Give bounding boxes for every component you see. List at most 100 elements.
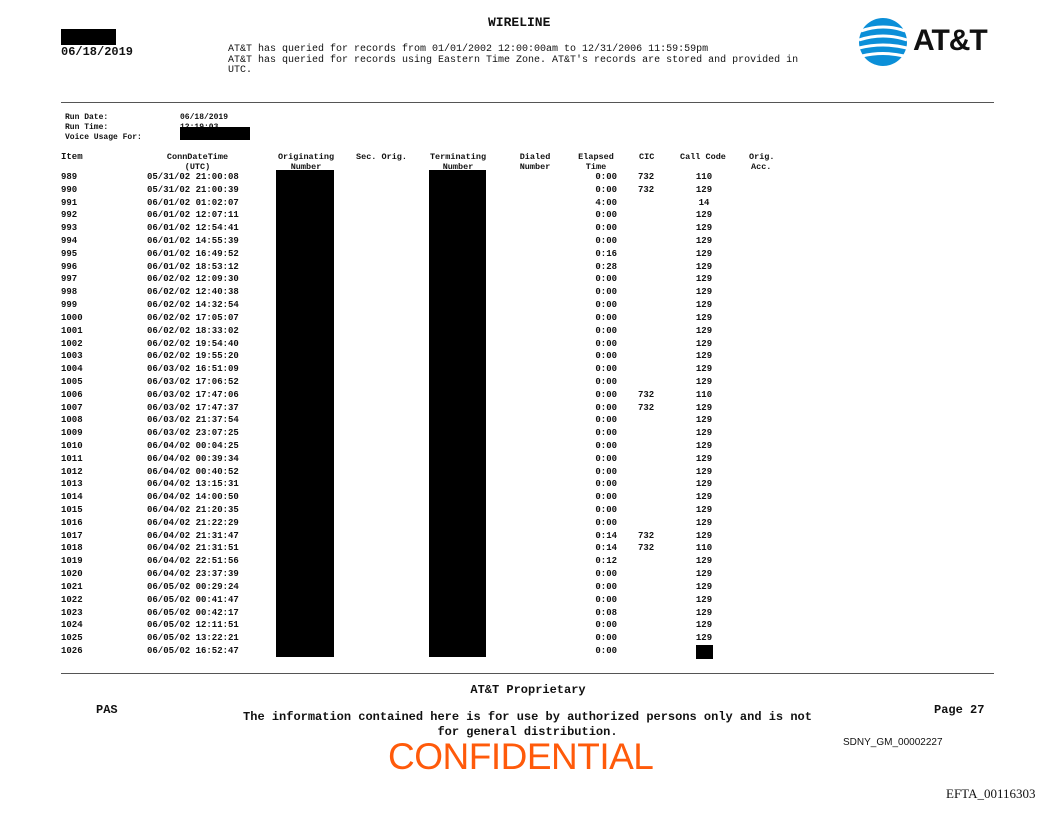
col-originating: Originating Number: [270, 152, 342, 172]
row-item: 1020: [61, 569, 83, 580]
row-item: 1021: [61, 581, 83, 592]
row-elapsed-time: 0:00: [595, 517, 617, 528]
row-call-code: 129: [695, 223, 713, 234]
row-call-code: 129: [695, 505, 713, 516]
row-conn-datetime: 06/01/02 01:02:07: [147, 197, 239, 208]
row-elapsed-time: 0:00: [595, 236, 617, 247]
efta-bates-number: EFTA_00116303: [946, 786, 1036, 801]
col-label: (UTC): [184, 162, 211, 172]
col-terminating: Terminating Number: [422, 152, 494, 172]
header-divider: [61, 102, 994, 103]
row-elapsed-time: 0:00: [595, 492, 617, 503]
row-call-code: 129: [695, 581, 713, 592]
row-call-code: 129: [695, 210, 713, 221]
row-cic: 732: [638, 530, 655, 541]
row-cic: 732: [638, 402, 655, 413]
row-item: 999: [61, 300, 78, 311]
row-item: 1024: [61, 620, 83, 631]
footer-divider: [61, 673, 994, 674]
row-call-code: 110: [695, 543, 713, 554]
row-item: 1015: [61, 505, 83, 516]
row-call-code: 129: [695, 415, 713, 426]
row-elapsed-time: 0:00: [595, 581, 617, 592]
row-item: 1026: [61, 645, 83, 656]
col-label: Number: [519, 162, 551, 172]
row-conn-datetime: 06/04/02 00:40:52: [147, 466, 239, 477]
row-elapsed-time: 0:00: [595, 415, 617, 426]
row-elapsed-time: 0:00: [595, 376, 617, 387]
row-item: 1012: [61, 466, 83, 477]
col-label: Elapsed: [578, 152, 614, 162]
row-elapsed-time: 0:00: [595, 633, 617, 644]
row-item: 1000: [61, 312, 83, 323]
col-label: Orig.: [749, 152, 775, 162]
confidential-stamp: CONFIDENTIAL: [388, 736, 654, 777]
row-conn-datetime: 06/01/02 18:53:12: [147, 261, 239, 272]
terminating-number-redaction: [429, 170, 486, 657]
row-conn-datetime: 06/01/02 12:07:11: [147, 210, 239, 221]
sdny-bates-number: SDNY_GM_00002227: [843, 737, 943, 748]
row-elapsed-time: 0:00: [595, 389, 617, 400]
row-elapsed-time: 0:00: [595, 594, 617, 605]
att-logo: AT&T: [858, 15, 998, 71]
row-cic: 732: [638, 389, 655, 400]
footer-left-code: PAS: [96, 703, 118, 717]
notice-line: UTC.: [228, 65, 253, 76]
row-conn-datetime: 06/05/02 00:41:47: [147, 594, 239, 605]
row-item: 1017: [61, 530, 83, 541]
row-elapsed-time: 0:28: [595, 261, 617, 272]
row-conn-datetime: 06/02/02 19:54:40: [147, 338, 239, 349]
row-conn-datetime: 06/04/02 23:37:39: [147, 569, 239, 580]
col-label: Number: [442, 162, 474, 172]
row-elapsed-time: 0:00: [595, 645, 617, 656]
row-conn-datetime: 06/03/02 17:47:37: [147, 402, 239, 413]
row-item: 1025: [61, 633, 83, 644]
row-call-code: 129: [695, 338, 713, 349]
row-elapsed-time: 0:00: [595, 453, 617, 464]
row-conn-datetime: 06/05/02 00:29:24: [147, 581, 239, 592]
row-item: 1022: [61, 594, 83, 605]
col-elapsed: Elapsed Time: [573, 152, 619, 172]
row-item: 1001: [61, 325, 83, 336]
row-elapsed-time: 0:16: [595, 248, 617, 259]
run-info-labels: Run Date: Run Time: Voice Usage For:: [65, 113, 142, 143]
row-elapsed-time: 0:12: [595, 556, 617, 567]
row-call-code: 129: [695, 287, 713, 298]
row-item: 1007: [61, 402, 83, 413]
row-conn-datetime: 06/02/02 19:55:20: [147, 351, 239, 362]
col-dialed: Dialed Number: [513, 152, 557, 172]
col-orig-acc: Orig. Acc.: [749, 152, 775, 172]
row-item: 1014: [61, 492, 83, 503]
report-date: 06/18/2019: [61, 45, 134, 59]
row-call-code: 129: [695, 453, 713, 464]
row-elapsed-time: 0:08: [595, 607, 617, 618]
col-item: Item: [61, 152, 83, 162]
col-call-code: Call Code: [680, 152, 726, 162]
row-call-code: 129: [695, 312, 713, 323]
row-conn-datetime: 06/03/02 23:07:25: [147, 428, 239, 439]
col-cic: CIC: [639, 152, 655, 162]
row-call-code: 129: [695, 402, 713, 413]
row-elapsed-time: 0:00: [595, 428, 617, 439]
redaction-box: [61, 29, 116, 45]
col-conn-datetime: ConnDateTime (UTC): [150, 152, 245, 172]
col-label: Acc.: [751, 162, 772, 172]
row-conn-datetime: 06/04/02 22:51:56: [147, 556, 239, 567]
row-elapsed-time: 0:14: [595, 530, 617, 541]
proprietary-label: AT&T Proprietary: [470, 683, 586, 697]
row-item: 991: [61, 197, 78, 208]
row-elapsed-time: 0:00: [595, 620, 617, 631]
row-elapsed-time: 0:00: [595, 338, 617, 349]
row-elapsed-time: 0:00: [595, 325, 617, 336]
row-call-code: 129: [695, 517, 713, 528]
row-item: 1009: [61, 428, 83, 439]
row-item: 1018: [61, 543, 83, 554]
row-elapsed-time: 0:00: [595, 364, 617, 375]
row-item: 1002: [61, 338, 83, 349]
row-call-code: 129: [695, 364, 713, 375]
row-elapsed-time: 0:00: [595, 351, 617, 362]
row-item: 1004: [61, 364, 83, 375]
row-elapsed-time: 4:00: [595, 197, 617, 208]
row-item: 1005: [61, 376, 83, 387]
voice-usage-label: Voice Usage For:: [65, 133, 142, 142]
